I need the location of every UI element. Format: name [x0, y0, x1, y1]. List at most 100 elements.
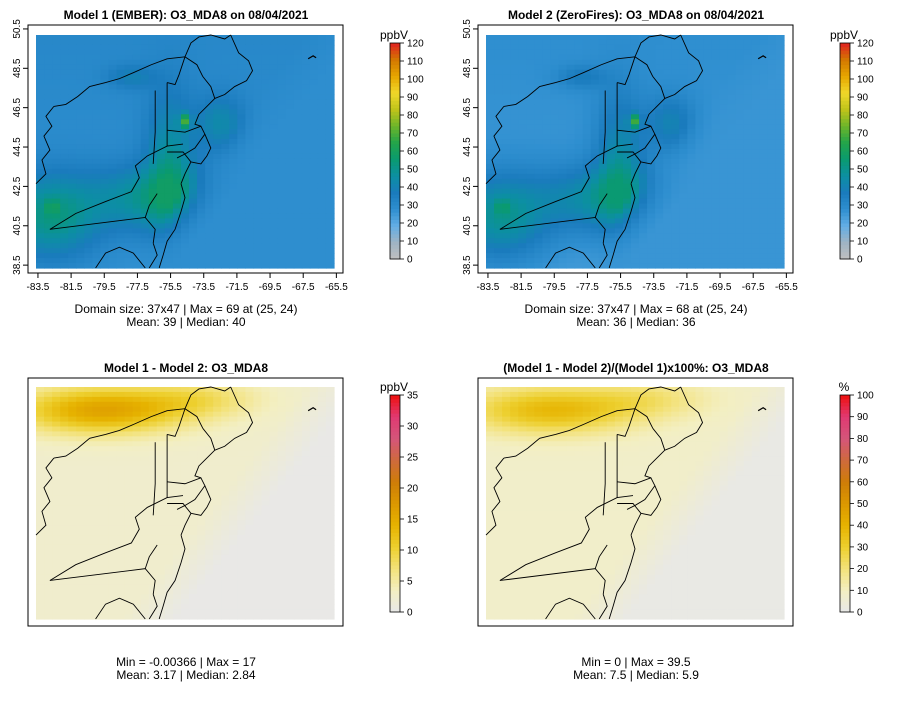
heatmap-cell	[164, 203, 174, 210]
heatmap-cell	[213, 564, 222, 571]
heatmap-cell	[261, 520, 271, 526]
heatmap-cell	[237, 89, 246, 96]
heatmap-cell	[36, 144, 45, 150]
heatmap-cell	[639, 258, 648, 264]
heatmap-cell	[221, 564, 230, 571]
heatmap-cell	[237, 500, 246, 507]
heatmap-cell	[140, 411, 150, 418]
heatmap-cell	[172, 218, 182, 224]
heatmap-cell	[68, 124, 77, 130]
heatmap-cell	[245, 569, 255, 576]
heatmap-cell	[180, 228, 190, 234]
heatmap-cell	[124, 94, 134, 101]
heatmap-cell	[542, 69, 552, 76]
heatmap-cell	[92, 129, 102, 135]
heatmap-cell	[502, 168, 511, 175]
heatmap-cell	[735, 74, 745, 81]
heatmap-cell	[229, 208, 238, 215]
heatmap-cell	[44, 436, 53, 442]
heatmap-cell	[44, 387, 53, 393]
heatmap-cell	[213, 520, 222, 526]
heatmap-cell	[172, 114, 182, 120]
heatmap-cell	[325, 99, 335, 106]
heatmap-cell	[180, 263, 190, 269]
heatmap-cell	[124, 198, 134, 205]
heatmap-cell	[687, 129, 696, 135]
heatmap-cell	[502, 74, 511, 81]
heatmap-cell	[574, 213, 584, 220]
heatmap-cell	[735, 178, 745, 185]
heatmap-cell	[285, 203, 295, 210]
heatmap-cell	[486, 69, 495, 76]
heatmap-cell	[293, 208, 303, 215]
heatmap-cell	[197, 564, 206, 571]
heatmap-cell	[156, 520, 166, 526]
heatmap-cell	[703, 149, 713, 155]
heatmap-cell	[566, 79, 576, 86]
heatmap-cell	[269, 258, 279, 264]
heatmap-cell	[269, 104, 279, 110]
heatmap-cell	[687, 144, 696, 150]
heatmap-cell	[727, 208, 737, 215]
heatmap-cell	[140, 129, 150, 135]
heatmap-cell	[156, 446, 166, 452]
heatmap-cell	[639, 168, 648, 175]
heatmap-cell	[180, 559, 190, 566]
heatmap-cell	[84, 495, 93, 502]
heatmap-cell	[743, 248, 753, 254]
heatmap-cell	[172, 451, 182, 457]
heatmap-cell	[221, 163, 230, 170]
heatmap-cell	[164, 456, 174, 462]
heatmap-cell	[743, 183, 753, 190]
heatmap-cell	[735, 188, 745, 195]
heatmap-cell	[269, 99, 279, 106]
heatmap-cell	[293, 129, 303, 135]
heatmap-cell	[116, 535, 126, 541]
heatmap-cell	[494, 129, 503, 135]
heatmap-cell	[180, 69, 190, 76]
heatmap-cell	[325, 213, 335, 220]
heatmap-cell	[309, 554, 319, 561]
heatmap-cell	[494, 178, 503, 185]
heatmap-cell	[253, 441, 263, 447]
heatmap-cell	[253, 168, 263, 175]
heatmap-cell	[229, 446, 238, 452]
heatmap-cell	[156, 396, 166, 403]
heatmap-cell	[76, 79, 85, 86]
heatmap-cell	[213, 451, 222, 457]
heatmap-cell	[285, 485, 295, 492]
heatmap-cell	[237, 188, 246, 195]
heatmap-cell	[317, 485, 327, 492]
heatmap-cell	[727, 153, 737, 160]
heatmap-cell	[534, 158, 543, 165]
heatmap-cell	[269, 139, 279, 145]
heatmap-cell	[253, 525, 263, 531]
heatmap-cell	[205, 421, 214, 428]
heatmap-cell	[76, 248, 85, 254]
heatmap-cell	[100, 525, 110, 531]
heatmap-cell	[76, 465, 85, 472]
heatmap-cell	[68, 149, 77, 155]
heatmap-cell	[237, 431, 246, 437]
heatmap-cell	[269, 540, 279, 546]
heatmap-cell	[735, 168, 745, 175]
heatmap-cell	[197, 253, 206, 259]
heatmap-cell	[550, 248, 560, 254]
heatmap-cell	[92, 188, 102, 195]
heatmap-cell	[767, 218, 777, 224]
heatmap-cell	[269, 109, 279, 115]
heatmap-cell	[269, 436, 279, 442]
heatmap-cell	[205, 208, 214, 215]
heatmap-cell	[180, 74, 190, 81]
heatmap-cell	[671, 168, 680, 175]
heatmap-cell	[189, 530, 198, 536]
heatmap-cell	[229, 114, 238, 120]
heatmap-cell	[703, 129, 713, 135]
heatmap-cell	[253, 515, 263, 521]
heatmap-cell	[100, 569, 110, 576]
heatmap-cell	[164, 124, 174, 130]
heatmap-cell	[221, 49, 230, 56]
heatmap-cell	[598, 193, 608, 200]
heatmap-cell	[494, 119, 503, 125]
heatmap-cell	[52, 198, 61, 205]
